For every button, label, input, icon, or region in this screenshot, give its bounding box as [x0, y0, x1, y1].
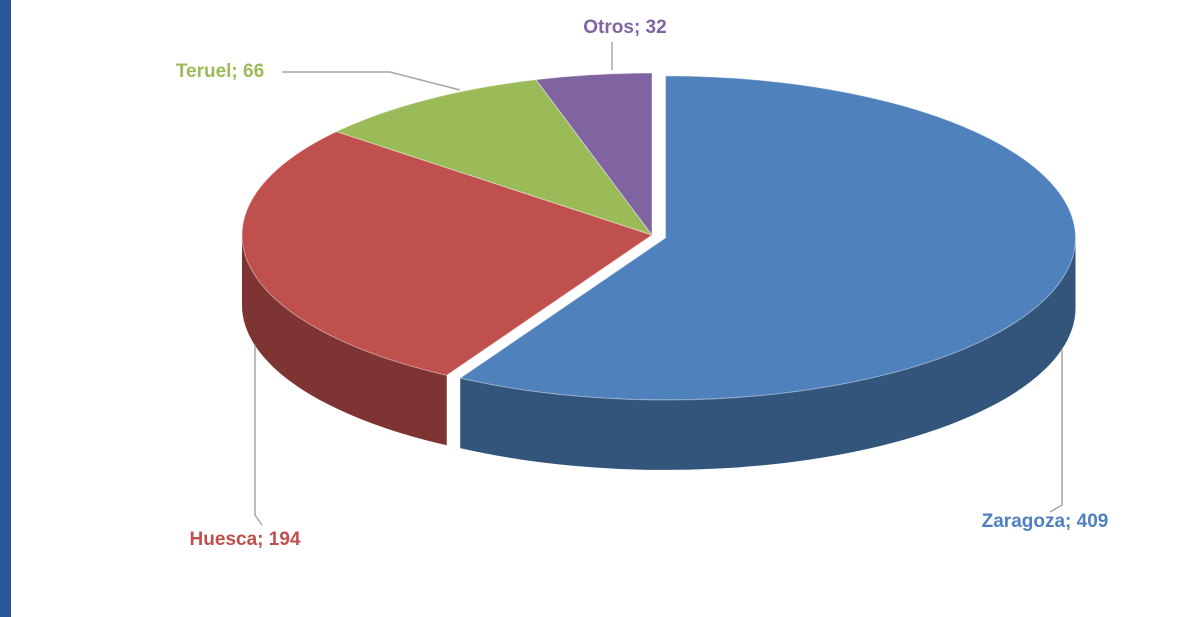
leader-line	[282, 71, 461, 91]
pie-slice-side	[242, 235, 447, 446]
data-label: Huesca; 194	[190, 529, 301, 550]
pie-slice	[535, 72, 653, 237]
pie-slice	[335, 79, 654, 236]
left-border	[0, 0, 11, 617]
data-label: Zaragoza; 409	[982, 511, 1109, 532]
data-label: Teruel; 66	[176, 61, 264, 82]
data-label: Otros; 32	[583, 17, 666, 38]
pie-slice-side	[460, 237, 1076, 470]
pie-slice	[241, 131, 654, 376]
side-shade	[460, 237, 1076, 470]
pie-slice	[459, 75, 1076, 401]
leader-line	[1049, 350, 1063, 513]
leader-line	[254, 345, 263, 526]
side-shade	[242, 235, 447, 446]
pie	[241, 72, 1076, 470]
